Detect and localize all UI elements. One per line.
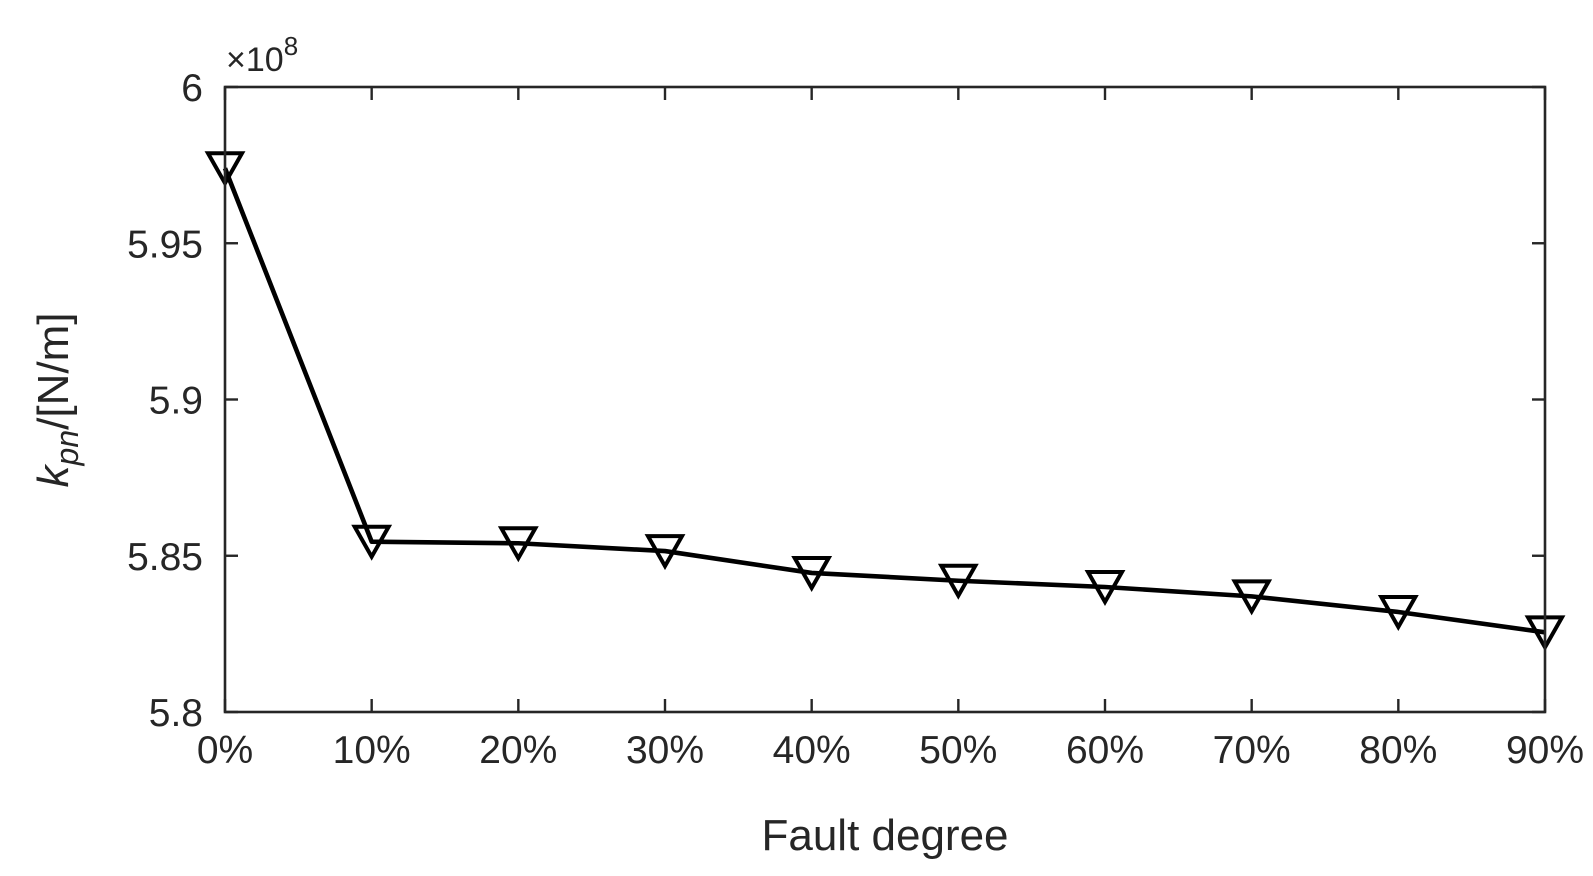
y-axis-subscript: pn bbox=[49, 430, 85, 467]
x-tick-label: 0% bbox=[197, 729, 253, 772]
data-point-marker bbox=[351, 524, 393, 561]
data-point-marker bbox=[1377, 595, 1419, 632]
x-tick-label: 10% bbox=[333, 729, 411, 772]
x-tick-label: 60% bbox=[1066, 729, 1144, 772]
y-tick-labels: 5.8 5.85 5.9 5.95 6 bbox=[127, 67, 203, 735]
y-tick-label: 5.8 bbox=[149, 692, 203, 735]
x-tick-label: 20% bbox=[479, 729, 557, 772]
y-axis-symbol: k bbox=[29, 463, 78, 487]
series-layer bbox=[204, 151, 1566, 652]
y-tick-label: 5.95 bbox=[127, 223, 203, 266]
x-axis-title: Fault degree bbox=[761, 811, 1008, 860]
data-point-marker bbox=[937, 563, 979, 600]
exponent-prefix: ×10 bbox=[226, 41, 284, 79]
x-tick-label: 50% bbox=[919, 729, 997, 772]
data-point-marker bbox=[644, 534, 686, 571]
x-tick-label: 30% bbox=[626, 729, 704, 772]
x-tick-labels: 0% 10% 20% 30% 40% 50% 60% 70% 80% 90% bbox=[197, 729, 1584, 772]
y-axis-exponent: ×108 bbox=[226, 31, 298, 79]
x-tick-label: 40% bbox=[773, 729, 851, 772]
x-tick-label: 70% bbox=[1213, 729, 1291, 772]
y-axis-title: kpn/[N/m] bbox=[29, 313, 85, 488]
data-point-marker bbox=[1231, 579, 1273, 616]
y-tick-label: 5.85 bbox=[127, 536, 203, 579]
series-line bbox=[222, 167, 1546, 635]
x-tick-label: 90% bbox=[1506, 729, 1584, 772]
exponent-power: 8 bbox=[284, 31, 298, 61]
data-point-marker bbox=[1084, 570, 1126, 607]
y-tick-label: 6 bbox=[181, 67, 203, 110]
data-point-marker bbox=[791, 555, 833, 592]
y-tick-label: 5.9 bbox=[149, 380, 203, 423]
y-axis-unit: /[N/m] bbox=[29, 313, 78, 430]
plot-frame bbox=[223, 85, 1547, 714]
plot-area bbox=[225, 87, 1545, 712]
x-tick-label: 80% bbox=[1359, 729, 1437, 772]
data-point-marker bbox=[497, 526, 539, 563]
